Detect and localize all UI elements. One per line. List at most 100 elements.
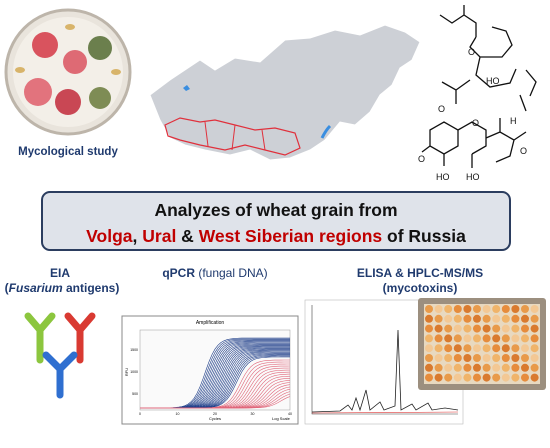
qpcr-detail: (fungal DNA) <box>195 266 268 280</box>
banner-part: , <box>133 226 143 246</box>
well <box>463 334 472 343</box>
well <box>444 354 453 362</box>
well <box>473 305 481 313</box>
well <box>530 354 539 362</box>
eia-subtitle-part: ( <box>5 281 9 295</box>
qpcr-y-tick: 500 <box>132 392 138 396</box>
well <box>453 354 462 362</box>
elisa-plate <box>418 298 546 390</box>
well <box>501 334 510 343</box>
well <box>425 354 433 362</box>
qpcr-y-tick: 1000 <box>130 370 138 374</box>
well <box>473 373 481 382</box>
well <box>473 363 481 372</box>
well <box>492 373 501 382</box>
well <box>511 334 520 343</box>
banner-line2: Volga, Ural & West Siberian regions of R… <box>86 226 466 246</box>
svg-text:O: O <box>472 118 479 128</box>
svg-text:O: O <box>468 47 475 57</box>
well <box>501 354 510 362</box>
well <box>521 344 529 353</box>
well <box>453 344 462 353</box>
well <box>473 334 481 343</box>
eia-subtitle-part: antigens) <box>63 281 120 295</box>
well <box>463 354 472 362</box>
well <box>511 363 520 372</box>
well <box>492 305 501 313</box>
well <box>425 344 433 353</box>
well <box>453 373 462 382</box>
eia-subtitle-part: Fusarium <box>9 281 63 295</box>
well <box>444 373 453 382</box>
well <box>530 363 539 372</box>
well <box>444 334 453 343</box>
qpcr-plot-title: Amplification <box>196 320 225 326</box>
qpcr-xlabel: Cycles <box>209 416 221 421</box>
well <box>482 314 491 323</box>
well <box>453 334 462 343</box>
eia-subtitle: (Fusarium antigens) <box>5 281 120 295</box>
well <box>521 305 529 313</box>
well <box>492 334 501 343</box>
russia-map <box>149 24 421 161</box>
banner-line1: Analyzes of wheat grain from <box>154 200 397 220</box>
elisa-subtitle: (mycotoxins) <box>383 281 458 295</box>
svg-text:O: O <box>418 154 425 164</box>
well <box>521 354 529 362</box>
well <box>482 324 491 333</box>
well <box>453 305 462 313</box>
qpcr-x-tick: 30 <box>251 412 255 416</box>
well <box>530 324 539 333</box>
well <box>463 305 472 313</box>
well <box>434 363 443 372</box>
well <box>434 344 443 353</box>
svg-text:HO: HO <box>436 172 450 182</box>
banner-part: & <box>176 226 198 246</box>
well <box>492 324 501 333</box>
well <box>473 314 481 323</box>
qpcr-legend: Log Scale <box>272 416 291 421</box>
well <box>482 373 491 382</box>
well <box>501 363 510 372</box>
well <box>492 344 501 353</box>
qpcr-x-tick: 0 <box>139 412 141 416</box>
well <box>511 314 520 323</box>
well <box>521 324 529 333</box>
mycology-label: Mycological study <box>18 146 118 158</box>
well <box>425 373 433 382</box>
svg-text:H: H <box>510 116 517 126</box>
well <box>511 344 520 353</box>
well <box>530 334 539 343</box>
well <box>444 314 453 323</box>
well <box>444 324 453 333</box>
well <box>530 305 539 313</box>
well <box>473 324 481 333</box>
svg-text:O: O <box>520 146 527 156</box>
well <box>444 363 453 372</box>
well <box>511 305 520 313</box>
well <box>511 373 520 382</box>
well <box>434 373 443 382</box>
molecules <box>421 5 537 168</box>
well <box>482 305 491 313</box>
well <box>453 324 462 333</box>
well <box>434 324 443 333</box>
well <box>501 314 510 323</box>
well <box>501 373 510 382</box>
eia-title: EIA <box>50 266 70 280</box>
well <box>530 314 539 323</box>
well <box>501 344 510 353</box>
well <box>425 324 433 333</box>
well <box>453 363 462 372</box>
well <box>530 344 539 353</box>
well <box>492 363 501 372</box>
qpcr-y-tick: 1500 <box>130 348 138 352</box>
well <box>425 314 433 323</box>
well <box>482 334 491 343</box>
qpcr-curve <box>140 396 291 409</box>
well <box>463 324 472 333</box>
qpcr-x-tick: 40 <box>288 412 292 416</box>
banner-part: of Russia <box>382 226 466 246</box>
well <box>463 344 472 353</box>
